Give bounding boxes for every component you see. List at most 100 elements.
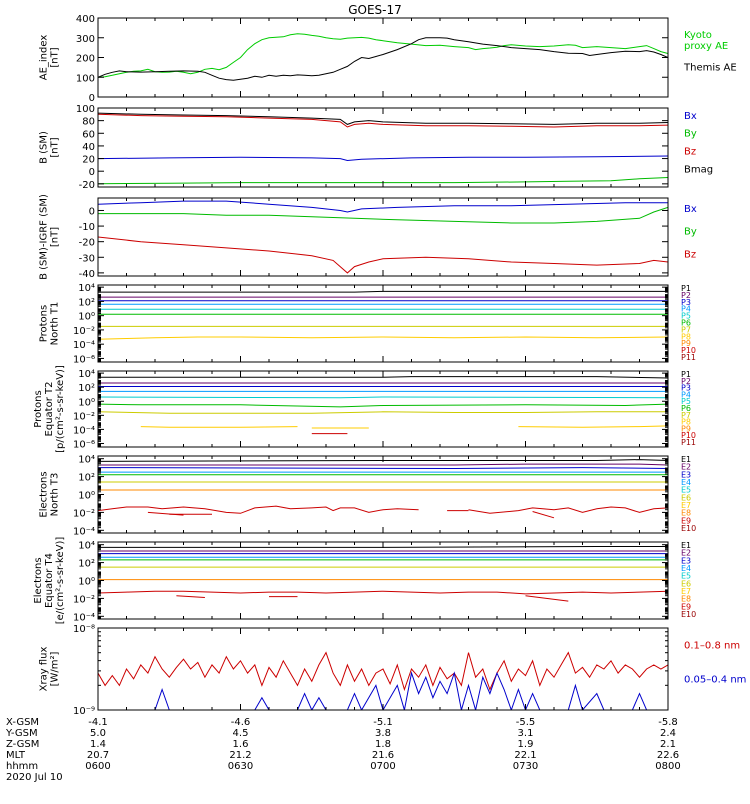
y-tick-label-ee: 10⁰: [78, 577, 95, 588]
y-tick-label-bdiff: -20: [79, 238, 95, 249]
series-line-pe-P7: [98, 411, 668, 414]
legend-label-bdiff: Bx: [684, 204, 697, 215]
y-tick-label-ee: 10⁻²: [73, 594, 95, 605]
y-tick-label-en: 10⁻⁴: [73, 526, 95, 537]
series-line-xray-0-1-0-8-nm: [98, 651, 668, 692]
y-tick-label-ae: 100: [76, 73, 95, 84]
legend-label-ee: E3: [681, 556, 691, 565]
legend-label-bsm: By: [684, 129, 697, 140]
series-line-pn-P8: [98, 336, 668, 340]
y-tick-label-en: 10⁰: [78, 491, 95, 502]
y-tick-label-pe: 10⁰: [78, 397, 95, 408]
y-tick-label-bsm: -20: [79, 180, 95, 191]
legend-label-pn: P3: [681, 298, 691, 307]
legend-label-en: E9: [681, 516, 691, 525]
y-tick-label-pn: 10⁻⁶: [73, 354, 95, 365]
y-axis-label-pe: Protons: [33, 390, 44, 427]
series-line-pe-P6: [98, 403, 668, 408]
y-axis-label-xray: Xray flux: [39, 647, 50, 692]
y-tick-label-pn: 10⁴: [78, 283, 95, 294]
ephemeris-value: 1.4: [90, 739, 106, 750]
ephemeris-value: -5.5: [516, 717, 536, 728]
series-line-bdiff-Bx: [98, 200, 668, 213]
y-axis-label-xray: [W/m²]: [50, 651, 61, 686]
legend-label-bsm: Bx: [684, 111, 697, 122]
y-tick-label-pn: 10⁻²: [73, 326, 95, 337]
chart-title: GOES-17: [348, 3, 402, 17]
legend-label-bsm: Bmag: [684, 165, 713, 176]
legend-label-pn: P11: [681, 353, 696, 362]
legend-label-ee: E5: [681, 572, 691, 581]
y-axis-label-bdiff: B (SM)-IGRF (SM): [39, 194, 50, 280]
y-tick-label-bsm: 0: [89, 167, 95, 178]
y-tick-label-ae: 300: [76, 34, 95, 45]
series-line-bsm-By: [98, 177, 668, 185]
ephemeris-value: -4.6: [231, 717, 251, 728]
series-line-xray-0-05-0-4-nm-b: [254, 696, 270, 710]
series-line-xray-0-05-0-4-nm-e: [567, 683, 605, 710]
ephemeris-value: 21.2: [229, 750, 251, 761]
legend-label-pe: P6: [681, 404, 691, 413]
y-axis-label-ae: AE_index: [39, 35, 50, 81]
y-tick-label-ee: 10⁻⁴: [73, 612, 95, 623]
y-axis-label-ee: [e/(cm²-s-sr-keV)]: [55, 537, 66, 625]
series-line-pe-P8c: [518, 425, 668, 428]
series-line-xray-0-05-0-4-nm-f: [631, 692, 648, 710]
y-tick-label-bdiff: -30: [79, 253, 95, 264]
legend-label-en: E6: [681, 493, 691, 502]
y-tick-label-pe: 10²: [78, 383, 95, 394]
y-tick-label-pe: 10⁻⁶: [73, 439, 95, 450]
y-tick-label-en: 10⁻²: [73, 508, 95, 519]
y-tick-label-bdiff: -10: [79, 222, 95, 233]
y-tick-label-en: 10²: [78, 473, 95, 484]
series-line-bdiff-Bz: [98, 236, 668, 274]
ephemeris-value: 2.4: [660, 728, 676, 739]
legend-label-ee: E6: [681, 579, 691, 588]
ephemeris-value: 22.1: [514, 750, 536, 761]
ephemeris-value: -5.1: [373, 717, 393, 728]
y-axis-label-ee: Electrons: [33, 557, 44, 603]
legend-label-en: E8: [681, 509, 691, 518]
legend-label-pn: P5: [681, 312, 691, 321]
legend-label-en: E10: [681, 524, 696, 533]
y-tick-label-pe: 10⁴: [78, 369, 95, 380]
panel-frame-ae: [97, 17, 669, 98]
y-axis-label-bdiff: [nT]: [50, 227, 61, 247]
legend-label-pn: P8: [681, 332, 691, 341]
legend-label-pn: P10: [681, 346, 696, 355]
y-axis-label-en: North T3: [50, 473, 61, 517]
y-axis-label-en: Electrons: [39, 471, 50, 517]
y-axis-label-bsm: [nT]: [50, 137, 61, 157]
legend-label-ee: E1: [681, 541, 691, 550]
legend-label-pn: P7: [681, 325, 691, 334]
series-line-pe-P5: [98, 396, 668, 399]
series-line-bsm-Bx: [98, 155, 668, 162]
legend-label-bsm: Bz: [684, 147, 696, 158]
y-tick-label-en: 10⁴: [78, 455, 95, 466]
y-tick-label-bsm: 100: [76, 104, 95, 115]
legend-label-pn: P6: [681, 319, 691, 328]
series-line-ee-E9d: [525, 595, 569, 602]
y-tick-label-ae: 0: [89, 93, 95, 104]
y-axis-label-ee: Equator T4: [44, 553, 55, 608]
legend-label-ee: E9: [681, 602, 691, 611]
ephemeris-value: 2.1: [660, 739, 676, 750]
ephemeris-value: 0700: [370, 761, 395, 772]
ephemeris-value: 22.6: [657, 750, 679, 761]
legend-label-pe: P3: [681, 384, 691, 393]
y-tick-label-pe: 10⁻⁴: [73, 425, 95, 436]
legend-label-bdiff: Bz: [684, 250, 696, 261]
legend-label-ee: E7: [681, 587, 691, 596]
y-tick-label-xray: 10⁻⁹: [73, 706, 95, 717]
series-line-pn-P1: [98, 290, 668, 293]
ephemeris-value: 1.8: [375, 739, 391, 750]
legend-label-pn: P1: [681, 284, 691, 293]
y-tick-label-bsm: 60: [82, 129, 95, 140]
y-tick-label-bdiff: -40: [79, 269, 95, 280]
series-line-xray-0-05-0-4-nm-c: [297, 692, 327, 710]
y-tick-label-bsm: 80: [82, 117, 95, 128]
y-tick-label-ee: 10²: [78, 559, 95, 570]
legend-label-pn: P9: [681, 339, 691, 348]
legend-label-ee: E2: [681, 549, 691, 558]
